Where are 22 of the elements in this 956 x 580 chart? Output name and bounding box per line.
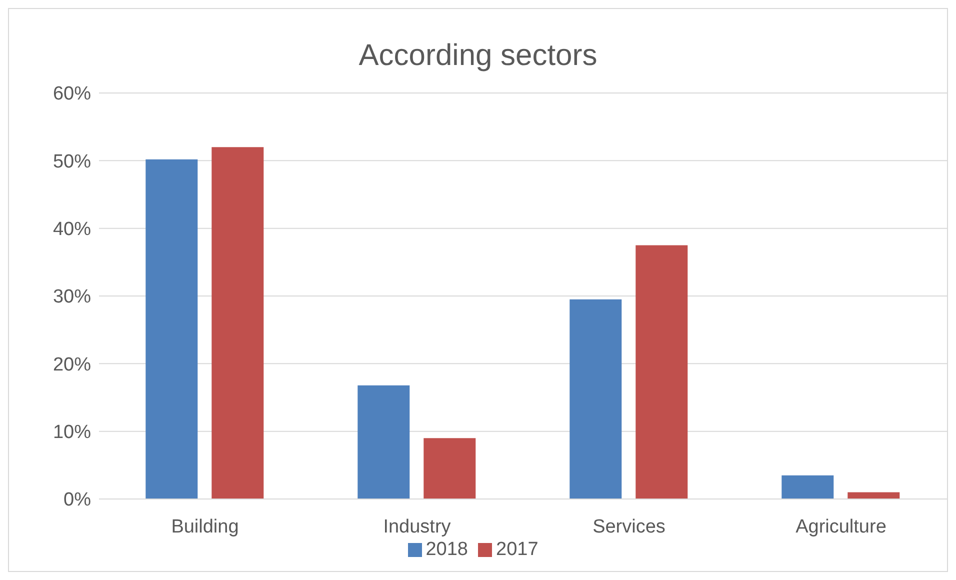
bar xyxy=(570,299,622,499)
y-tick-label: 60% xyxy=(52,84,92,105)
x-tick-label: Building xyxy=(171,516,239,538)
x-tick-label: Services xyxy=(592,516,666,538)
chart-title: According sectors xyxy=(358,38,598,74)
bar xyxy=(212,147,264,499)
bar xyxy=(782,475,834,499)
y-tick-label: 30% xyxy=(52,286,92,308)
y-tick-label: 0% xyxy=(64,490,92,511)
bar xyxy=(358,385,410,499)
bar xyxy=(146,159,198,499)
bar xyxy=(848,492,900,499)
x-tick-label: Industry xyxy=(383,516,452,538)
y-tick-label: 10% xyxy=(52,422,92,444)
y-tick-label: 50% xyxy=(52,151,92,172)
x-tick-label: Agriculture xyxy=(796,516,886,538)
legend-label: 2018 xyxy=(426,539,468,560)
y-tick-label: 40% xyxy=(52,219,92,240)
y-tick-label: 20% xyxy=(52,354,92,376)
bar xyxy=(636,245,688,499)
legend-label: 2017 xyxy=(496,539,538,560)
bar xyxy=(424,438,476,499)
